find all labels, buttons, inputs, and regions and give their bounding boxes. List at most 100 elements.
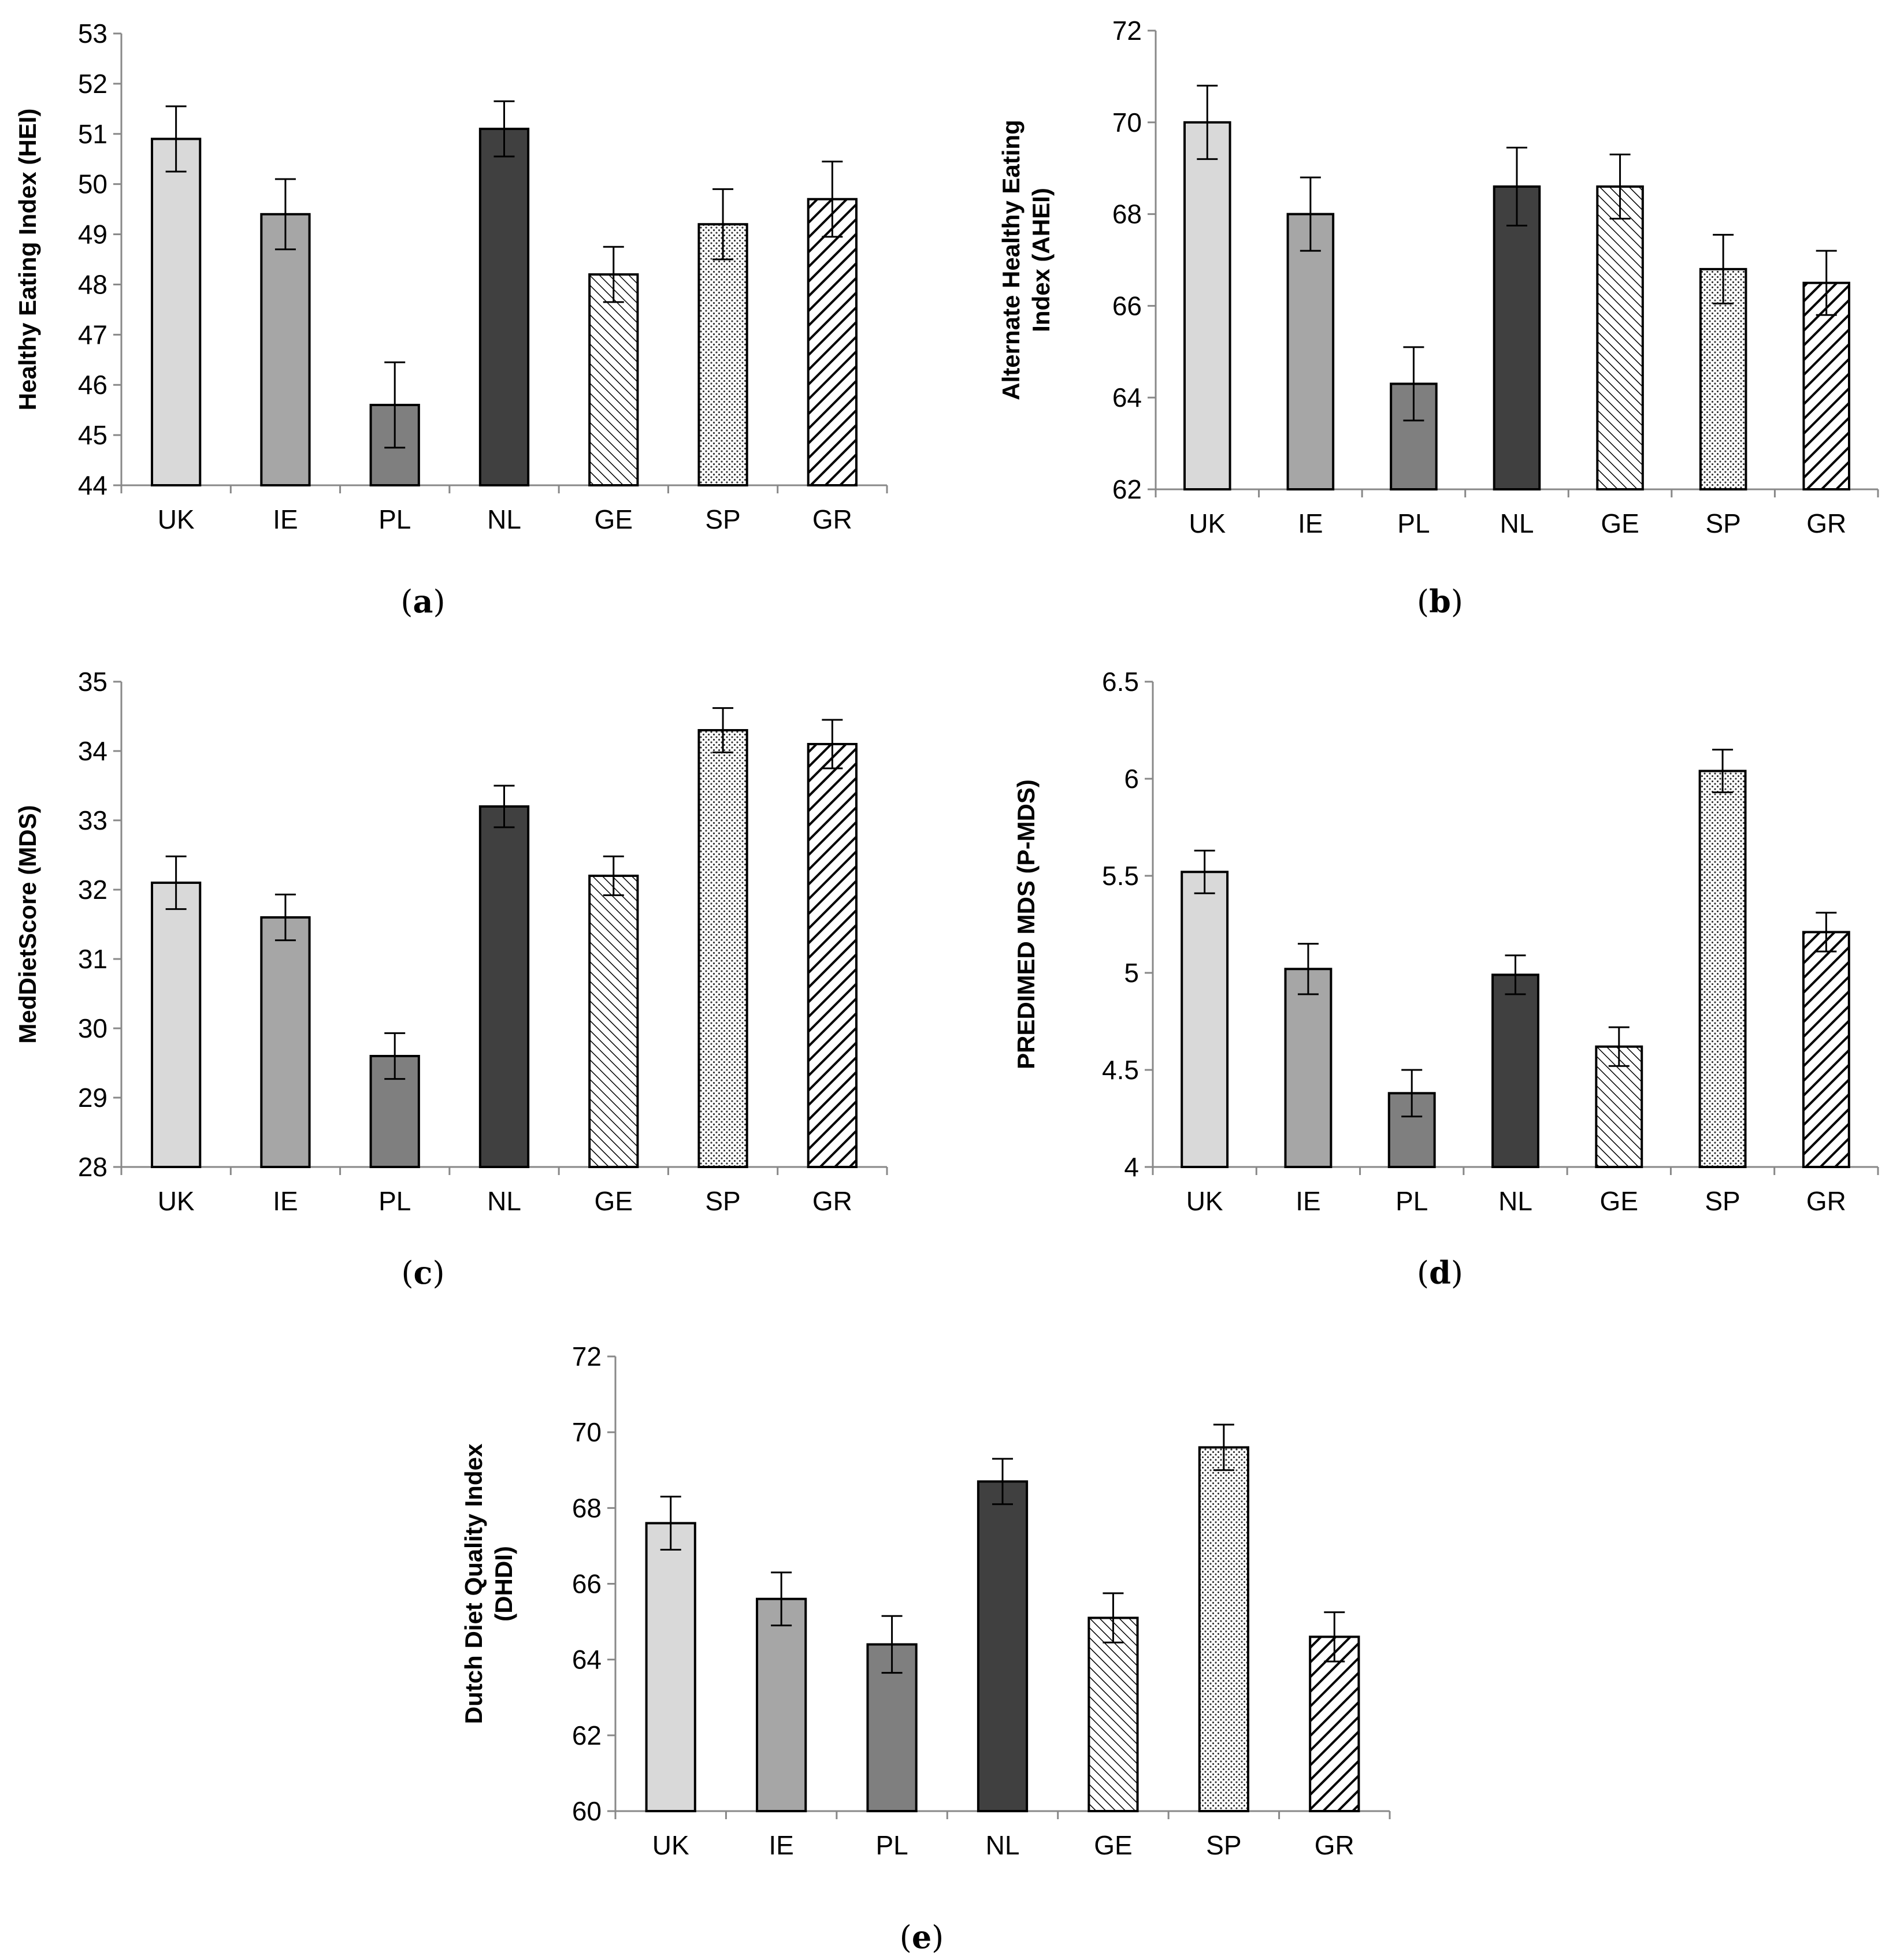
error-bar-nl [1506,146,1527,226]
error-bar-ge [1608,1026,1630,1067]
x-tick-label: GE [1094,1830,1132,1860]
x-tick-label: IE [1296,1186,1320,1216]
error-bar-uk [165,855,187,910]
panel-caption: (b) [1417,583,1463,620]
x-tick-label: PL [378,504,411,534]
y-tick-label: 66 [1112,291,1142,321]
error-bar-ge [603,855,624,897]
x-tick-label: GR [812,1186,852,1216]
error-bar-pl [384,1032,406,1080]
error-bar-ie [274,178,296,251]
y-tick-label: 32 [78,875,107,905]
bar-ge [588,273,639,486]
y-axis-title: PREDIMED MDS (P-MDS) [1012,779,1040,1069]
error-bar-sp [1713,233,1734,304]
bar-sp [1699,267,1747,490]
y-tick-label: 52 [78,69,107,99]
panel-caption: (c) [401,1254,444,1291]
y-tick-label: 51 [78,119,107,149]
y-tick-label: 35 [78,667,107,697]
error-bar-ie [1300,176,1321,252]
bar-gr [1802,931,1850,1168]
chart-panel-b: 62 64 66 68 70 72 UK IE PL NL GE SP GR Alternate Heal… [997,16,1879,620]
y-tick-label: 5 [1124,958,1139,988]
y-tick-label: 64 [1112,382,1142,412]
error-bar-nl [493,785,515,828]
y-tick-label: 34 [78,736,107,766]
panel-caption: (d) [1417,1254,1463,1291]
bar-ge [1088,1616,1139,1812]
x-tick-label: GE [1601,508,1639,538]
y-tick-label: 30 [78,1013,107,1043]
x-tick-label: SP [705,1186,740,1216]
x-tick-label: UK [158,504,195,534]
x-tick-label: IE [273,1186,298,1216]
error-bar-gr [1816,250,1837,316]
x-tick-label: IE [1298,508,1323,538]
error-bar-ge [1103,1592,1124,1644]
error-bar-uk [1197,84,1218,160]
x-tick-label: GE [1600,1186,1638,1216]
bar-nl [1491,973,1539,1168]
bar-sp [697,223,748,486]
error-bar-pl [1401,1069,1423,1118]
x-tick-label: SP [1206,1830,1241,1860]
bar-sp [697,729,748,1168]
x-tick-label: NL [487,504,521,534]
bar-nl [478,805,530,1168]
y-tick-label: 68 [1112,199,1142,229]
y-tick-label: 33 [78,805,107,835]
error-bar-ie [1297,943,1319,995]
y-tick-label: 68 [572,1493,602,1523]
y-tick-label: 6 [1124,764,1139,794]
bar-ie [260,916,311,1168]
error-bar-ge [603,246,624,303]
bar-nl [977,1480,1029,1813]
error-bar-uk [660,1496,681,1551]
bar-sp [1698,770,1747,1169]
error-bar-ie [274,893,296,942]
y-tick-label: 44 [78,470,107,500]
y-tick-label: 6.5 [1102,667,1139,697]
bar-ie [260,213,311,486]
y-tick-label: 49 [78,220,107,250]
error-bar-pl [384,361,406,449]
y-tick-label: 29 [78,1083,107,1113]
panel-caption: (a) [400,583,445,620]
error-bar-sp [1213,1423,1234,1471]
x-tick-label: NL [1500,508,1534,538]
bar-ge [588,875,639,1168]
y-tick-label: 53 [78,18,107,49]
error-bar-gr [1324,1611,1345,1663]
error-bar-nl [493,100,515,158]
y-tick-label: 72 [1112,16,1142,46]
panel-caption: (e) [900,1919,944,1956]
y-tick-label: 70 [572,1417,602,1447]
bar-nl [1493,185,1541,490]
bar-sp [1198,1446,1249,1812]
y-tick-label: 4 [1124,1152,1139,1182]
bar-nl [478,128,530,487]
y-tick-label: 66 [572,1569,602,1599]
y-tick-label: 4.5 [1102,1055,1139,1085]
y-tick-label: 60 [572,1796,602,1826]
y-tick-label: 31 [78,944,107,974]
x-tick-label: UK [1186,1186,1223,1216]
chart-panel-a: 44 45 46 47 48 49 50 51 52 53 UK IE PL NL GE SP GR Health… [14,18,888,620]
error-bar-uk [165,105,187,173]
bar-uk [645,1522,696,1812]
error-bar-uk [1194,849,1215,894]
x-tick-label: NL [487,1186,521,1216]
y-axis-title: Dutch Diet Quality Index [460,1443,487,1724]
x-tick-label: UK [652,1830,689,1860]
y-tick-label: 62 [1112,474,1142,504]
error-bar-gr [1816,912,1837,953]
x-tick-label: UK [1189,508,1226,538]
x-tick-label: GR [1806,1186,1846,1216]
y-axis-title: (DHDI) [490,1546,517,1622]
error-bar-nl [992,1458,1013,1506]
error-bar-ge [1609,153,1631,220]
bar-gr [807,743,858,1168]
bar-uk [1183,121,1231,491]
